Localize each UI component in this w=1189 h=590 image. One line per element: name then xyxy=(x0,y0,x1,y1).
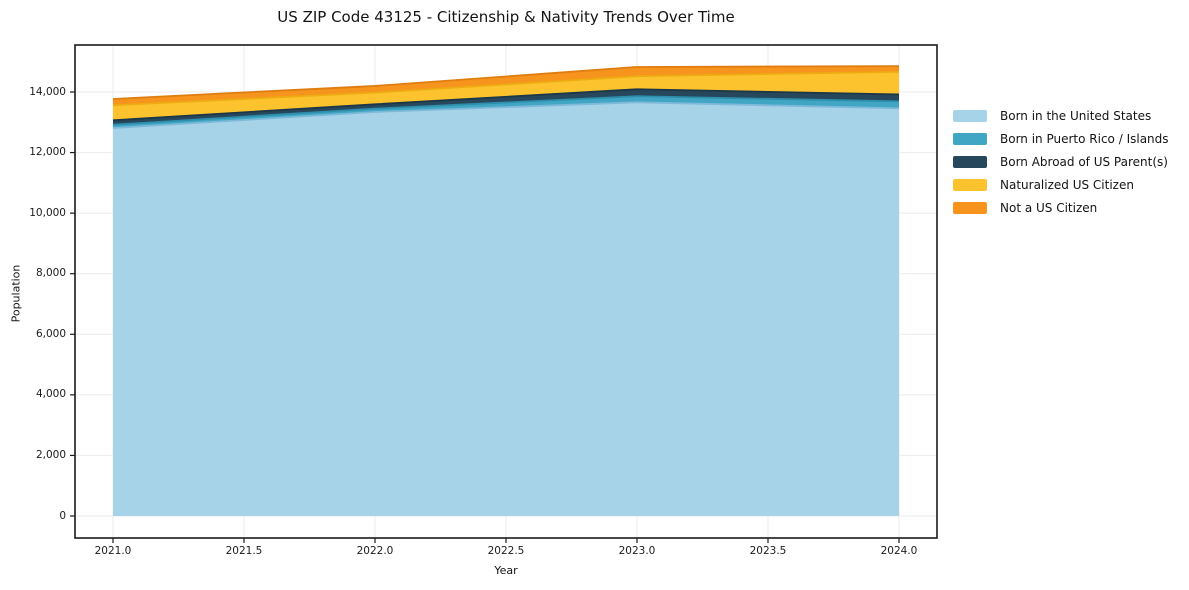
x-tick-label: 2021.5 xyxy=(225,545,263,557)
edge-born-in-puerto-rico-islands xyxy=(112,95,900,126)
axis-tick-marks xyxy=(70,91,900,543)
legend-swatch-icon xyxy=(953,179,987,192)
x-tick-label: 2024.0 xyxy=(880,545,918,557)
legend-item: Not a US Citizen xyxy=(953,197,1169,220)
y-tick-label: 14,000 xyxy=(29,85,66,98)
legend-swatch-icon xyxy=(953,109,987,122)
area-born-in-the-united-states xyxy=(113,102,899,516)
legend-label: Born in the United States xyxy=(1000,108,1152,123)
y-tick-label: 2,000 xyxy=(35,448,66,461)
x-tick-label: 2023.5 xyxy=(749,545,787,557)
chart-title: US ZIP Code 43125 - Citizenship & Nativi… xyxy=(277,8,735,26)
legend-label: Naturalized US Citizen xyxy=(1000,178,1134,193)
edge-not-a-us-citizen xyxy=(112,65,900,100)
y-axis-label: Population xyxy=(5,194,24,394)
legend-label: Born Abroad of US Parent(s) xyxy=(1000,154,1168,169)
legend-swatch-icon xyxy=(953,202,987,215)
x-axis-label: Year xyxy=(494,564,518,577)
legend: Born in the United States Born in Puerto … xyxy=(953,104,1169,220)
legend-item: Born in Puerto Rico / Islands xyxy=(953,127,1169,150)
legend-label: Not a US Citizen xyxy=(1000,201,1098,216)
y-tick-label: 0 xyxy=(59,509,66,522)
legend-swatch-icon xyxy=(953,155,987,168)
legend-item: Born Abroad of US Parent(s) xyxy=(953,150,1169,173)
y-tick-label: 6,000 xyxy=(35,327,66,340)
y-tick-label: 10,000 xyxy=(29,206,66,219)
edge-naturalized-us-citizen xyxy=(112,70,900,107)
x-tick-label: 2022.0 xyxy=(356,545,394,557)
x-tick-label: 2023.0 xyxy=(618,545,656,557)
y-tick-label: 12,000 xyxy=(29,146,66,159)
edge-born-abroad-of-us-parent-s- xyxy=(112,88,900,122)
x-tick-label: 2022.5 xyxy=(487,545,525,557)
y-tick-label: 8,000 xyxy=(35,267,66,280)
stacked-areas xyxy=(113,66,899,516)
legend-swatch-icon xyxy=(953,132,987,145)
edge-born-in-the-united-states xyxy=(112,101,900,129)
area-edge-lines xyxy=(112,65,900,129)
legend-item: Naturalized US Citizen xyxy=(953,174,1169,197)
legend-label: Born in Puerto Rico / Islands xyxy=(1000,131,1169,146)
x-tick-label: 2021.0 xyxy=(94,545,132,557)
legend-item: Born in the United States xyxy=(953,104,1169,127)
y-tick-label: 4,000 xyxy=(35,388,66,401)
